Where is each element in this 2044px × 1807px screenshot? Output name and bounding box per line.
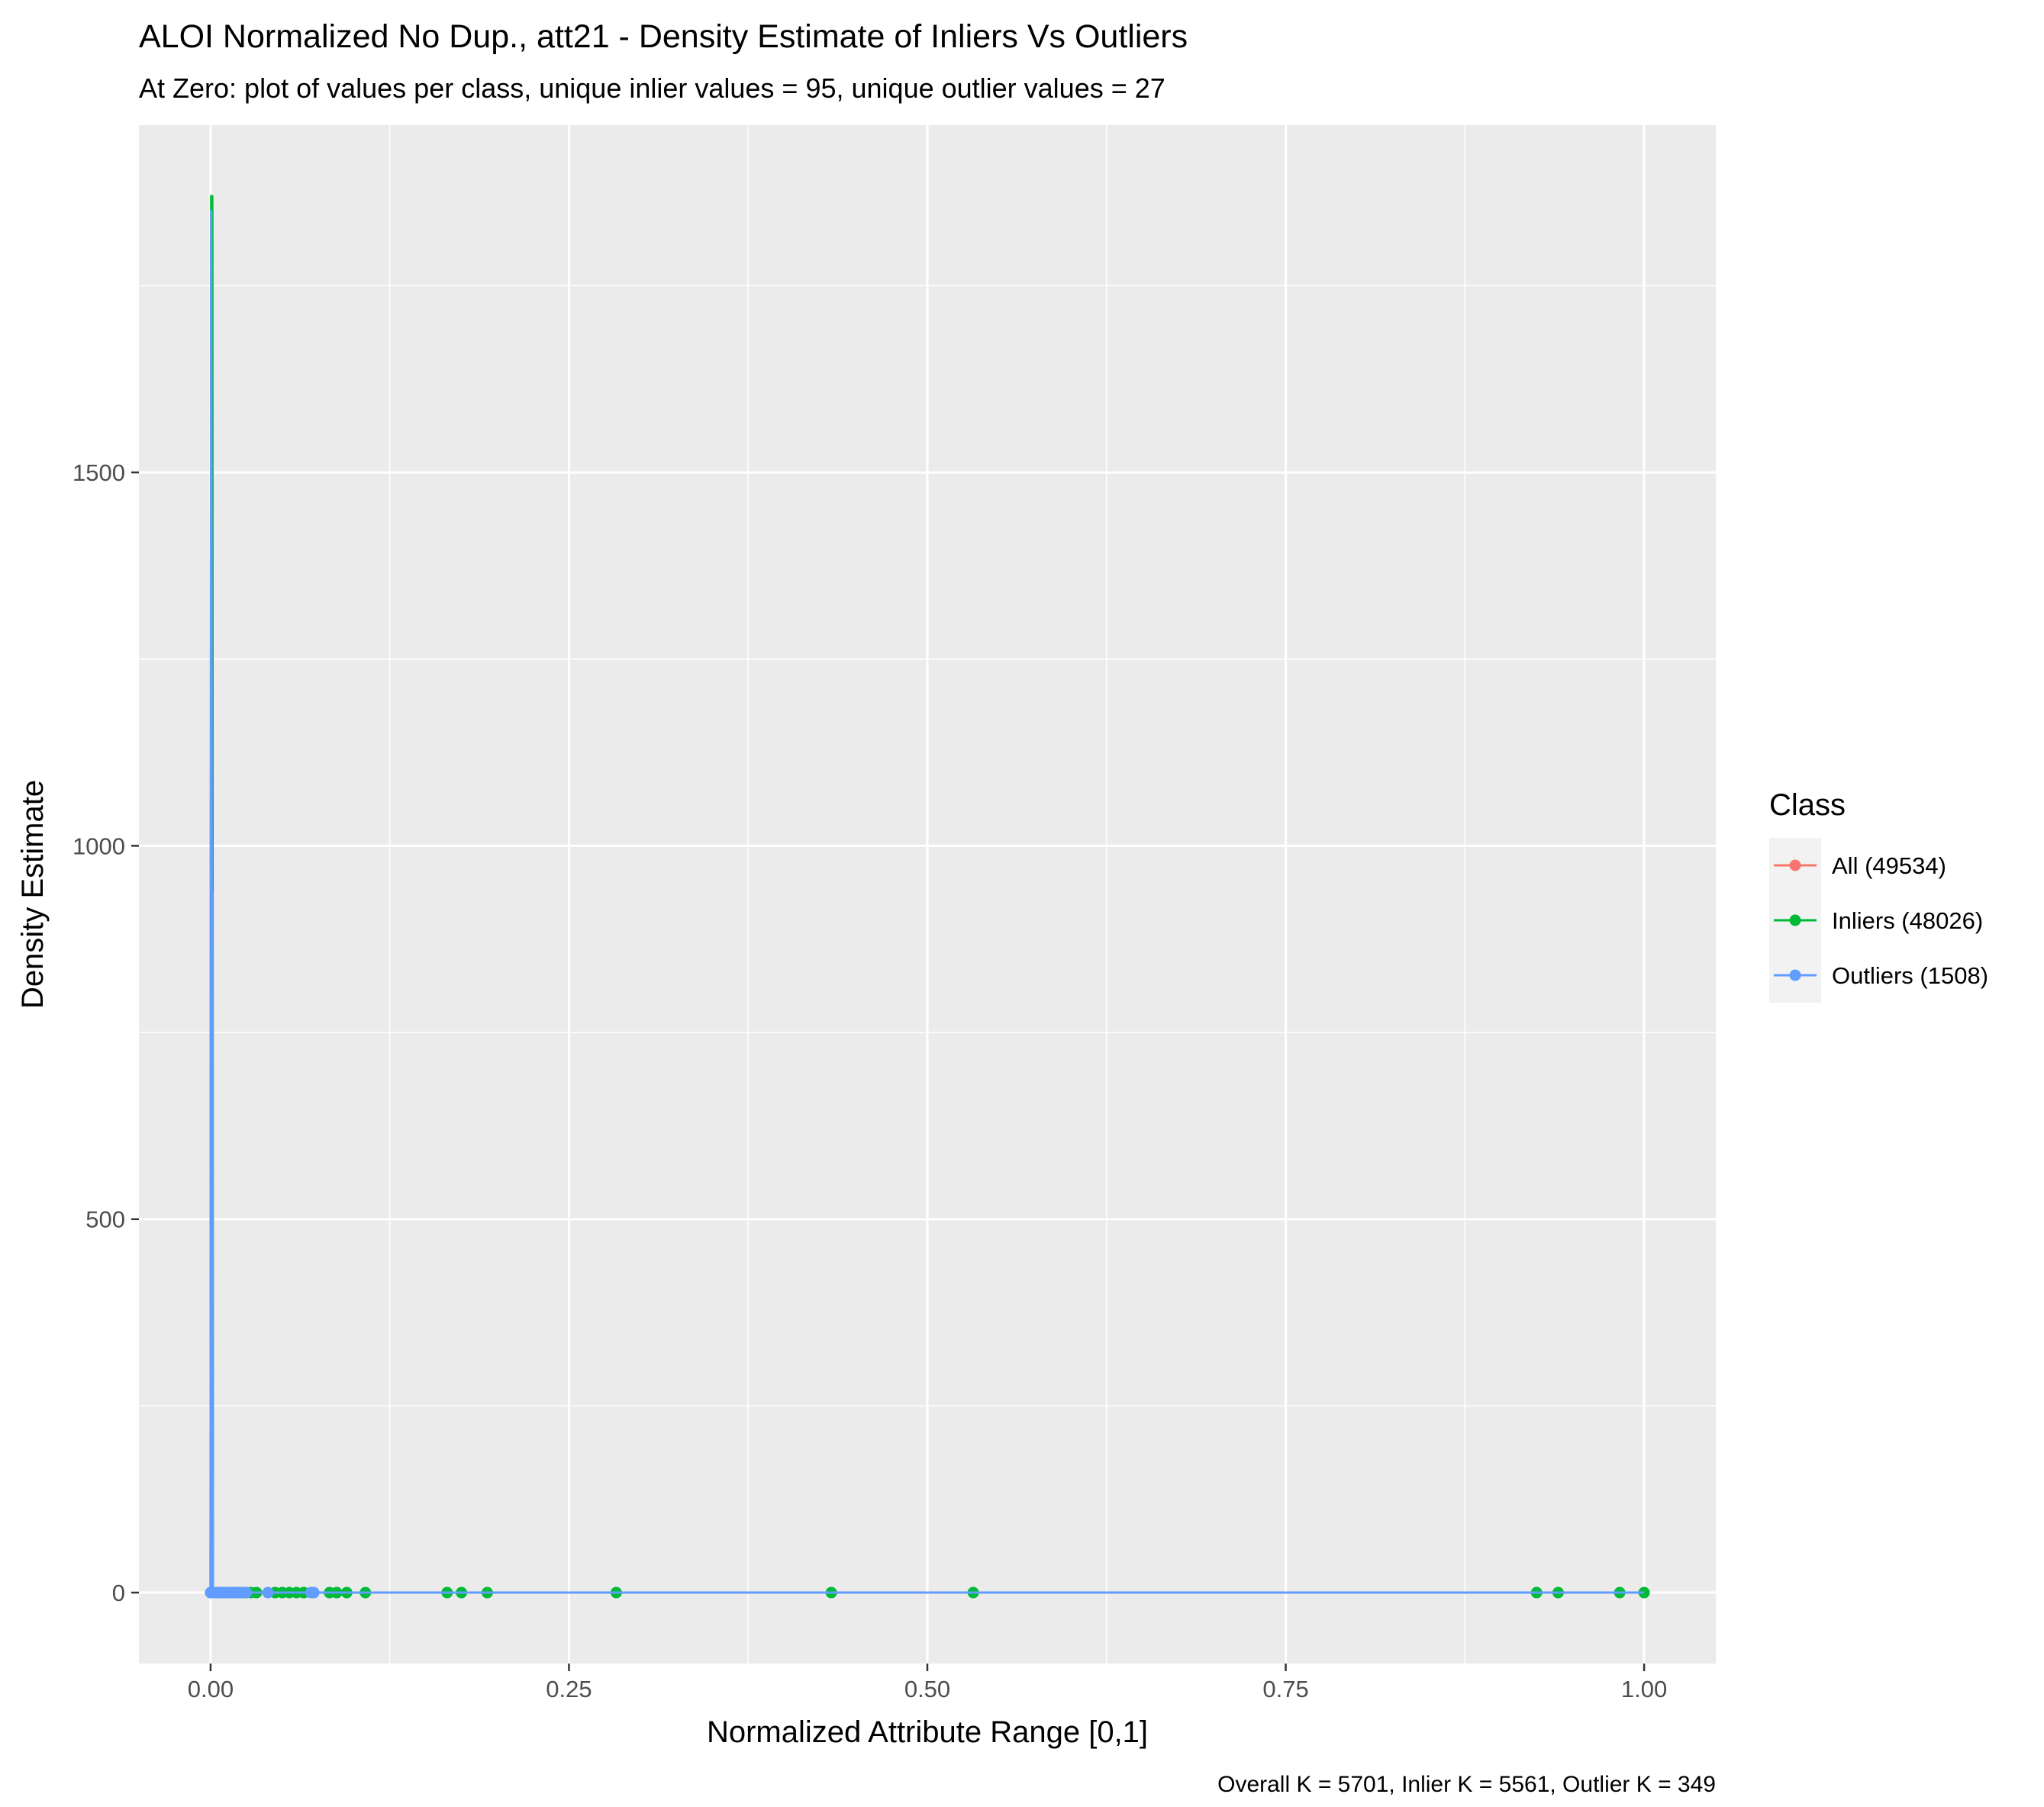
x-tick-label: 0.75 <box>1262 1676 1308 1702</box>
legend: Class All (49534) Inliers (48026) Outliers… <box>1769 788 1988 1003</box>
data-point-outliers <box>262 1586 274 1599</box>
y-axis-label: Density Estimate <box>16 780 50 1009</box>
chart-title: ALOI Normalized No Dup., att21 - Density… <box>139 18 1188 55</box>
y-axis: 0 500 1000 1500 <box>73 459 139 1606</box>
data-point-inliers <box>1638 1586 1650 1599</box>
x-tick-label: 0.25 <box>546 1676 592 1702</box>
legend-title: Class <box>1769 788 1846 822</box>
legend-items: All (49534) Inliers (48026) Outliers (1508… <box>1769 838 1988 1003</box>
data-point-outliers <box>308 1586 320 1599</box>
series-line-outliers <box>209 210 1645 1594</box>
y-tick-label: 0 <box>112 1580 125 1606</box>
x-axis: 0.00 0.25 0.50 0.75 1.00 <box>188 1664 1667 1702</box>
legend-label-outliers: Outliers (1508) <box>1832 962 1988 989</box>
legend-key-point-inliers <box>1789 914 1801 926</box>
series-layer <box>205 195 1650 1599</box>
x-axis-label: Normalized Attribute Range [0,1] <box>707 1715 1148 1749</box>
legend-key-point-all <box>1789 859 1801 871</box>
legend-label-inliers: Inliers (48026) <box>1832 907 1983 934</box>
y-tick-label: 500 <box>85 1206 125 1233</box>
legend-key-point-outliers <box>1789 969 1801 981</box>
y-tick-label: 1500 <box>73 459 125 486</box>
x-tick-label: 0.50 <box>904 1676 950 1702</box>
legend-label-all: All (49534) <box>1832 852 1946 879</box>
y-tick-label: 1000 <box>73 833 125 859</box>
x-tick-label: 0.00 <box>188 1676 234 1702</box>
x-tick-label: 1.00 <box>1621 1676 1667 1702</box>
data-point-outliers <box>240 1586 253 1599</box>
chart-subtitle: At Zero: plot of values per class, uniqu… <box>139 72 1165 104</box>
chart-caption: Overall K = 5701, Inlier K = 5561, Outli… <box>1217 1772 1716 1797</box>
